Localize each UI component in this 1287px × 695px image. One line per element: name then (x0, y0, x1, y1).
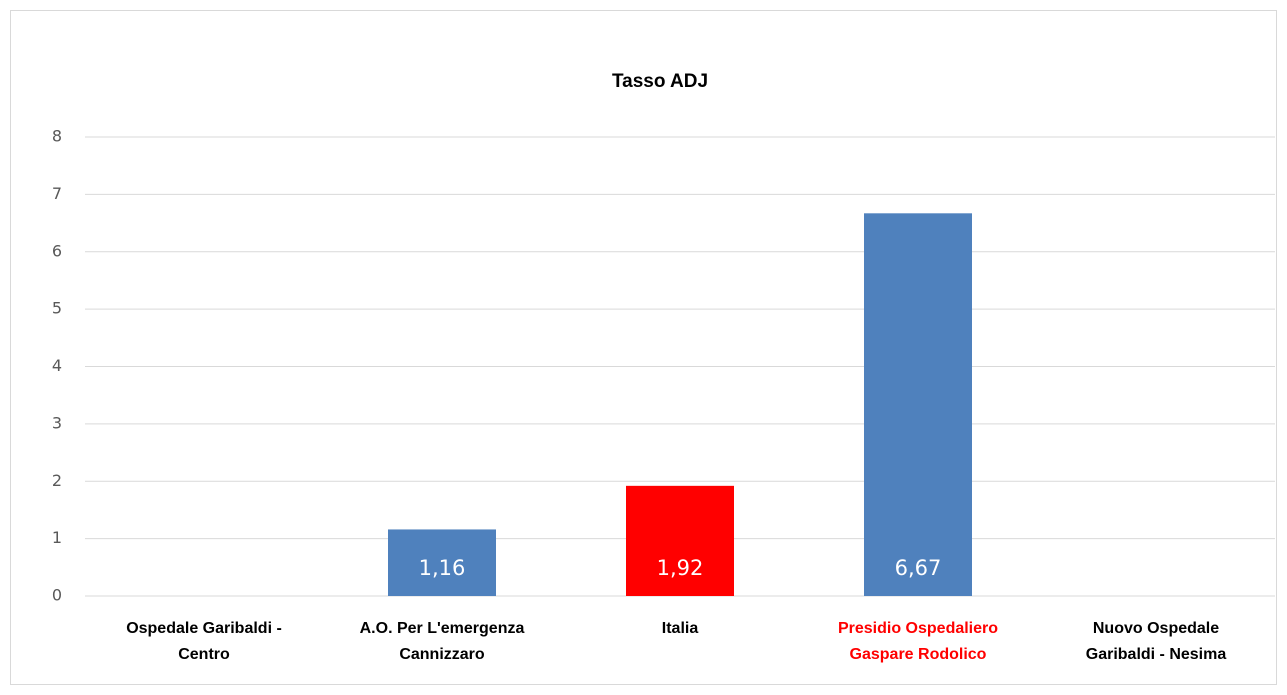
y-tick-label: 6 (52, 241, 62, 260)
y-tick-label: 0 (52, 586, 62, 605)
bar (388, 529, 496, 596)
y-tick-label: 1 (52, 528, 62, 547)
bar (864, 213, 972, 596)
y-tick-label: 2 (52, 471, 62, 490)
y-tick-label: 7 (52, 184, 62, 203)
x-tick-label: A.O. Per L'emergenza Cannizzaro (359, 620, 525, 663)
data-label: 1,16 (419, 556, 466, 580)
y-tick-label: 5 (52, 299, 62, 318)
chart-title: Tasso ADJ (612, 71, 708, 92)
x-tick-label: Ospedale Garibaldi - Centro (126, 620, 282, 663)
data-label: 6,67 (895, 556, 942, 580)
x-tick-label: Presidio Ospedaliero Gaspare Rodolico (837, 620, 999, 663)
data-label: 1,92 (657, 556, 704, 580)
y-tick-label: 4 (52, 356, 62, 375)
y-tick-label: 8 (52, 127, 62, 146)
x-tick-label: Nuovo Ospedale Garibaldi - Nesima (1085, 620, 1227, 663)
x-tick-label: Italia (661, 620, 699, 637)
y-tick-label: 3 (52, 413, 62, 432)
bar (626, 485, 734, 596)
